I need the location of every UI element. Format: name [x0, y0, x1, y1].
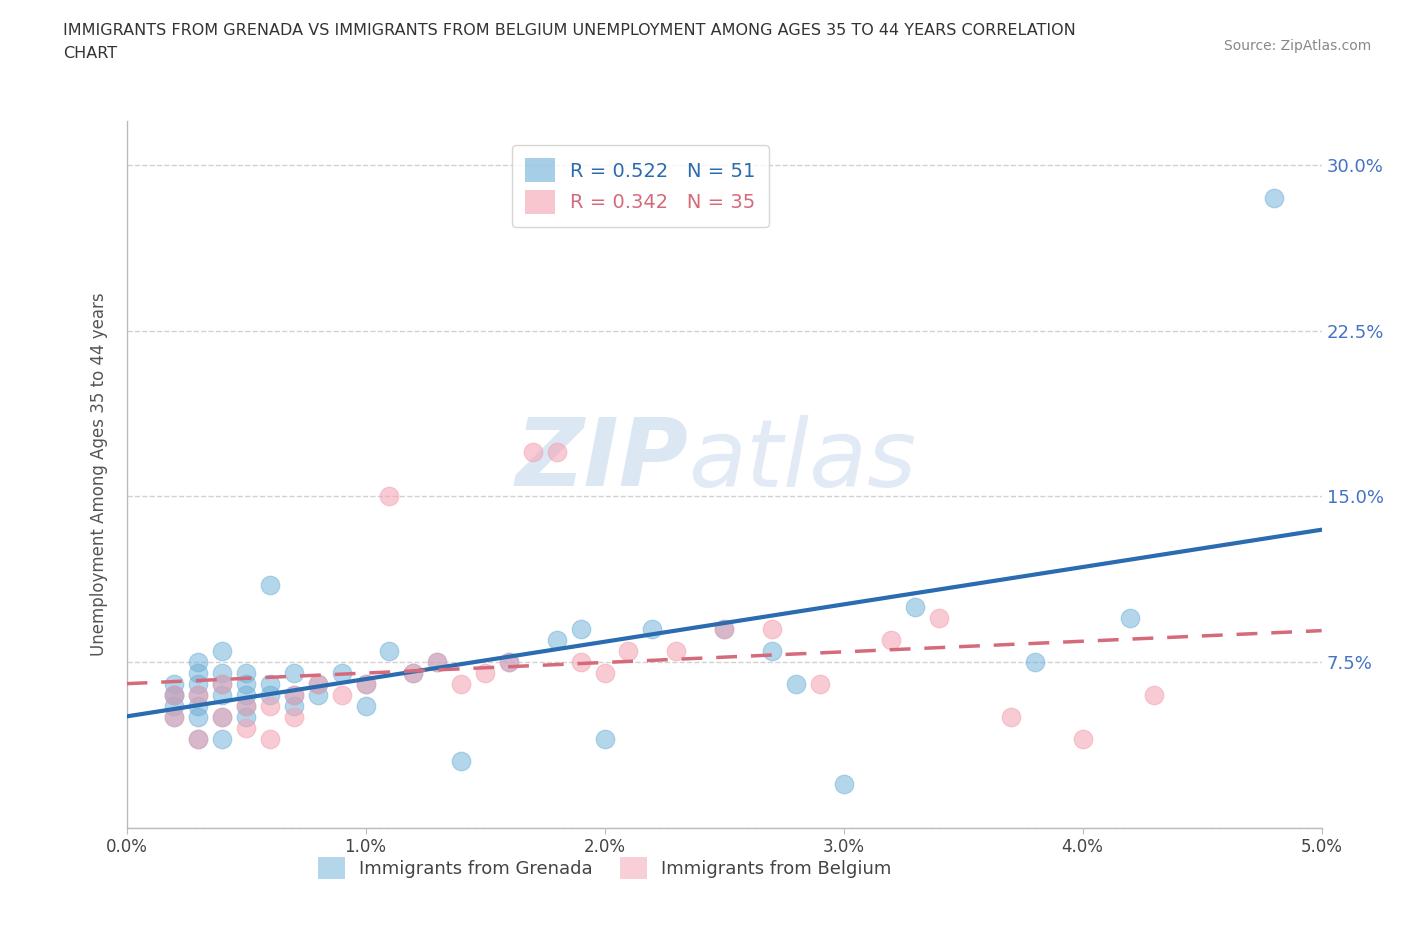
Point	[808, 677, 831, 692]
Point	[259, 732, 281, 747]
Point	[163, 688, 186, 703]
Point	[211, 732, 233, 747]
Point	[761, 644, 783, 658]
Point	[211, 666, 233, 681]
Point	[283, 698, 305, 713]
Point	[713, 621, 735, 636]
Point	[259, 698, 281, 713]
Point	[904, 600, 927, 615]
Point	[593, 732, 616, 747]
Point	[211, 710, 233, 724]
Point	[402, 666, 425, 681]
Point	[187, 698, 209, 713]
Point	[330, 688, 353, 703]
Point	[307, 688, 329, 703]
Legend: Immigrants from Grenada, Immigrants from Belgium: Immigrants from Grenada, Immigrants from…	[311, 849, 898, 885]
Point	[832, 776, 855, 790]
Point	[1263, 191, 1285, 206]
Point	[235, 677, 257, 692]
Y-axis label: Unemployment Among Ages 35 to 44 years: Unemployment Among Ages 35 to 44 years	[90, 293, 108, 656]
Point	[1024, 655, 1046, 670]
Point	[235, 666, 257, 681]
Point	[569, 655, 592, 670]
Point	[474, 666, 496, 681]
Point	[713, 621, 735, 636]
Point	[354, 698, 377, 713]
Point	[187, 655, 209, 670]
Point	[235, 688, 257, 703]
Point	[1143, 688, 1166, 703]
Point	[259, 677, 281, 692]
Point	[187, 688, 209, 703]
Point	[187, 710, 209, 724]
Point	[1000, 710, 1022, 724]
Point	[283, 710, 305, 724]
Point	[211, 710, 233, 724]
Point	[665, 644, 688, 658]
Point	[378, 644, 401, 658]
Text: CHART: CHART	[63, 46, 117, 61]
Point	[187, 732, 209, 747]
Point	[163, 688, 186, 703]
Point	[569, 621, 592, 636]
Point	[378, 489, 401, 504]
Point	[307, 677, 329, 692]
Point	[785, 677, 807, 692]
Point	[211, 688, 233, 703]
Point	[211, 644, 233, 658]
Point	[1071, 732, 1094, 747]
Point	[402, 666, 425, 681]
Point	[187, 677, 209, 692]
Point	[546, 632, 568, 647]
Point	[450, 754, 472, 769]
Point	[235, 721, 257, 736]
Point	[1119, 610, 1142, 625]
Point	[498, 655, 520, 670]
Point	[187, 666, 209, 681]
Point	[283, 688, 305, 703]
Point	[235, 698, 257, 713]
Point	[163, 710, 186, 724]
Point	[330, 666, 353, 681]
Text: Source: ZipAtlas.com: Source: ZipAtlas.com	[1223, 39, 1371, 53]
Point	[426, 655, 449, 670]
Text: ZIP: ZIP	[516, 414, 688, 506]
Point	[211, 677, 233, 692]
Point	[522, 445, 544, 459]
Point	[546, 445, 568, 459]
Point	[163, 677, 186, 692]
Point	[928, 610, 950, 625]
Point	[354, 677, 377, 692]
Point	[880, 632, 903, 647]
Point	[163, 698, 186, 713]
Point	[426, 655, 449, 670]
Point	[761, 621, 783, 636]
Point	[283, 666, 305, 681]
Point	[498, 655, 520, 670]
Point	[211, 677, 233, 692]
Point	[450, 677, 472, 692]
Text: IMMIGRANTS FROM GRENADA VS IMMIGRANTS FROM BELGIUM UNEMPLOYMENT AMONG AGES 35 TO: IMMIGRANTS FROM GRENADA VS IMMIGRANTS FR…	[63, 23, 1076, 38]
Point	[187, 688, 209, 703]
Point	[354, 677, 377, 692]
Point	[259, 578, 281, 592]
Point	[235, 698, 257, 713]
Point	[187, 732, 209, 747]
Text: atlas: atlas	[688, 415, 917, 506]
Point	[163, 710, 186, 724]
Point	[617, 644, 640, 658]
Point	[283, 688, 305, 703]
Point	[641, 621, 664, 636]
Point	[163, 688, 186, 703]
Point	[259, 688, 281, 703]
Point	[235, 710, 257, 724]
Point	[593, 666, 616, 681]
Point	[307, 677, 329, 692]
